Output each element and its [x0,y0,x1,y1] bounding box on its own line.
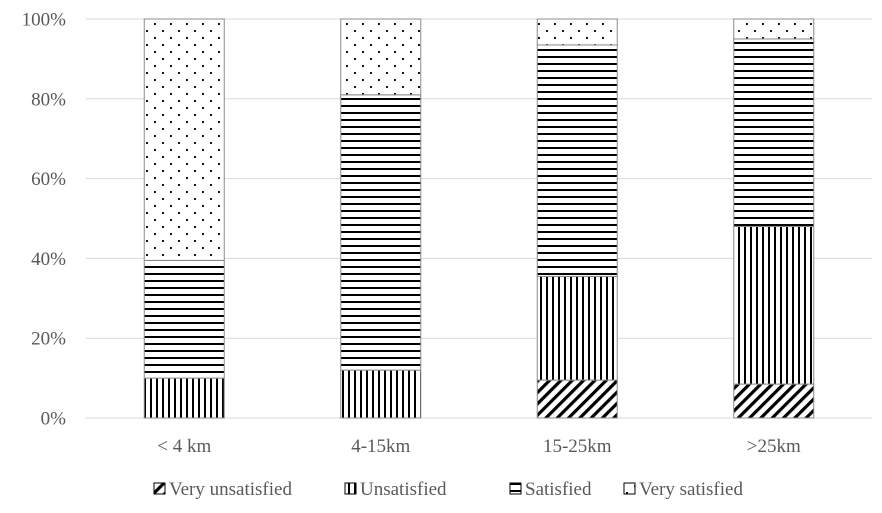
x-tick-label: 4-15km [351,436,410,457]
legend-swatch [509,482,522,495]
y-tick-label: 100% [22,10,67,31]
bar-segment-unsatisfied [340,369,422,419]
legend-label: Unsatisfied [360,479,447,500]
legend-swatch [623,482,636,495]
legend-label: Satisfied [525,479,592,500]
y-axis-tick-labels: 0% 20% 40% 60% 80% 100% [22,10,67,430]
x-tick-label: < 4 km [157,436,211,457]
bar-segment-very-satisfied [536,18,618,46]
legend-swatch [344,482,357,495]
legend-label: Very satisfied [639,479,743,500]
bars [143,18,815,419]
y-tick-label: 80% [31,89,66,110]
x-tick-label: 15-25km [543,436,612,457]
bar-segment-unsatisfied [733,225,815,385]
bar-segment-very-satisfied [340,18,422,96]
x-tick-label: >25km [747,436,801,457]
y-tick-label: 20% [31,329,66,350]
bar-segment-unsatisfied [143,377,225,419]
x-axis-tick-labels: < 4 km 4-15km 15-25km >25km [157,436,801,457]
bar-segment-very-unsatisfied [733,383,815,419]
bar-segment-very-unsatisfied [536,379,618,419]
bar-segment-very-satisfied [733,18,815,40]
bar-segment-unsatisfied [536,275,618,381]
y-tick-label: 40% [31,249,66,270]
legend-label: Very unsatisfied [169,479,292,500]
legend: Very unsatisfied Unsatisfied Satisfied Very… [153,479,743,500]
bar-segment-satisfied [733,38,815,227]
bar-segment-satisfied [340,94,422,371]
bar-segment-satisfied [536,44,618,277]
bar-segment-satisfied [143,259,225,379]
y-tick-label: 0% [41,409,67,430]
y-tick-label: 60% [31,169,66,190]
bar-segment-very-satisfied [143,18,225,261]
legend-swatch [153,482,166,495]
